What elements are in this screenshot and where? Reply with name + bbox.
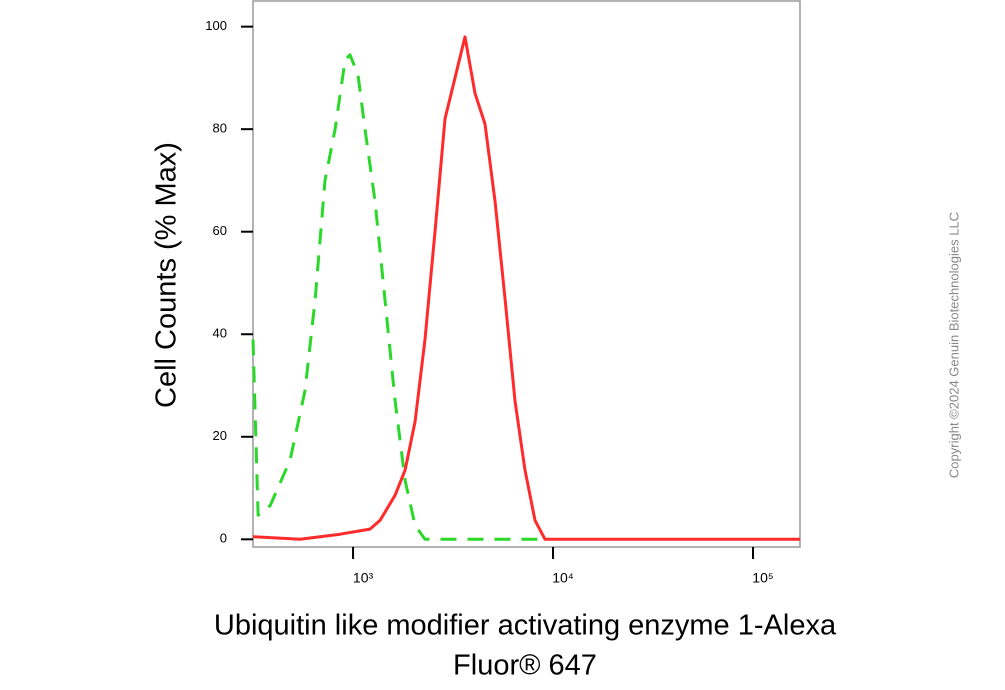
x-axis-label: Ubiquitin like modifier activating enzym…: [214, 610, 837, 642]
y-axis-label: Cell Counts (% Max): [151, 142, 183, 408]
y-tick-label: 0: [220, 531, 227, 546]
x-tick-label: 10³: [353, 570, 374, 586]
y-tick-label: 40: [213, 326, 227, 341]
y-tick-label: 60: [213, 223, 227, 238]
series-line: [252, 35, 800, 541]
x-tick-label: 10⁵: [752, 570, 773, 586]
x-axis-label: Fluor® 647: [453, 650, 597, 682]
x-tick-label: 10⁴: [552, 570, 574, 586]
y-tick-label: 100: [205, 18, 227, 33]
y-tick-label: 80: [213, 121, 227, 136]
plot-frame: [252, 0, 801, 548]
series-line: [251, 53, 550, 541]
watermark: Copyright ©2024 Genuin Biotechnologies L…: [946, 212, 961, 478]
y-tick-label: 20: [213, 428, 227, 443]
